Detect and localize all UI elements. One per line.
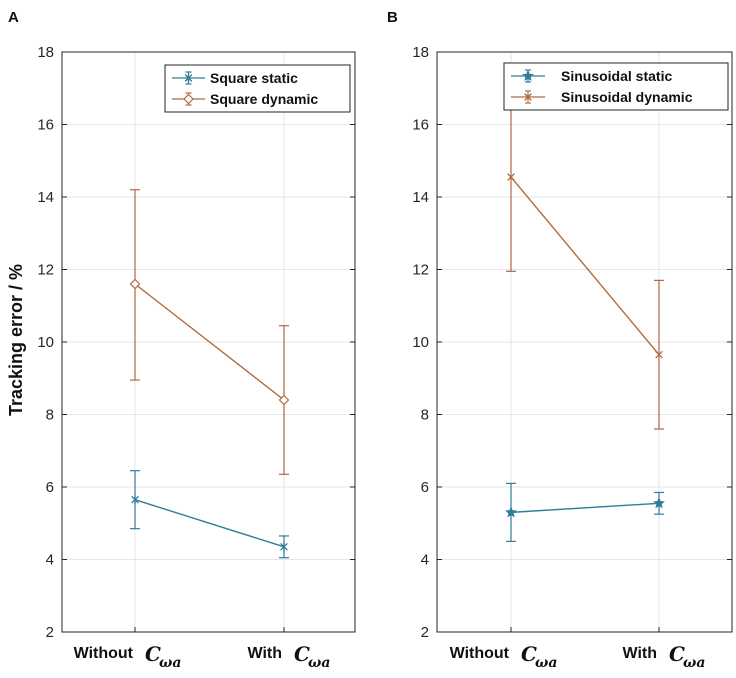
y-tick-label: 8 (46, 407, 54, 424)
panel-b-axes-box (436, 51, 733, 633)
x-tick-symbol-subscript: ωa (683, 655, 705, 671)
y-tick-label: 8 (421, 407, 429, 424)
x-tick-symbol: C (669, 642, 685, 666)
y-tick-label: 16 (412, 117, 429, 134)
legend-marker (183, 93, 194, 105)
panel-a-letter: A (8, 9, 19, 26)
x-tick-symbol: C (294, 642, 310, 666)
legend-marker-shape (522, 69, 534, 82)
y-tick-label: 12 (37, 262, 54, 279)
data-point-shape (505, 506, 517, 518)
x-tick-symbol-subscript: ωa (159, 655, 181, 671)
x-tick-label-with: With (622, 645, 657, 662)
legend-marker-stroke (524, 93, 532, 101)
y-tick-label: 6 (46, 479, 54, 496)
y-tick-label: 4 (46, 552, 54, 569)
panel-a-x-ticks: Without Cωa With Cωa (74, 642, 331, 671)
data-point (507, 173, 515, 181)
panel-b-letter: B (387, 9, 398, 26)
data-point (131, 495, 139, 505)
series-line (134, 283, 285, 401)
y-tick-label: 14 (412, 189, 429, 206)
data-point-stroke (655, 350, 663, 359)
legend-marker (184, 73, 193, 83)
x-tick-symbol: C (521, 642, 537, 666)
panel-a-legend-box (164, 64, 351, 113)
data-point-stroke (131, 495, 139, 504)
data-point-shape (653, 497, 665, 509)
data-point (280, 542, 288, 552)
panel-b-x-ticks: Without Cωa With Cωa (450, 642, 706, 671)
panel-b-legend-box (503, 62, 729, 111)
data-point (278, 394, 290, 406)
series-line (510, 176, 660, 356)
x-tick-label-without: Without (450, 645, 510, 662)
x-tick-label-with: With (247, 645, 282, 662)
y-tick-label: 14 (37, 189, 54, 206)
legend-square-static: Square static (210, 70, 298, 86)
panel-a: A Tracking error / % 2 4 6 8 10 12 14 16 18 With… (6, 9, 356, 671)
legend-marker-stroke (184, 74, 193, 82)
panel-b-y-ticks: 2 4 6 8 10 12 14 16 18 (412, 44, 732, 641)
data-point-stroke (507, 173, 515, 181)
y-tick-label: 18 (37, 44, 54, 61)
series-line (134, 499, 285, 548)
y-tick-label: 2 (421, 624, 429, 641)
panel-a-axes-box (61, 51, 356, 633)
series-square-static (130, 470, 289, 559)
y-tick-label: 10 (37, 334, 54, 351)
x-tick-label-without: Without (74, 645, 134, 662)
data-point (505, 506, 517, 518)
panel-b: B 2 4 6 8 10 12 14 16 18 Without Cωa With Cωa Sinus… (387, 9, 733, 671)
data-point (129, 278, 141, 290)
y-tick-label: 10 (412, 334, 429, 351)
x-tick-symbol: C (145, 642, 161, 666)
series-square-dynamic (129, 189, 290, 475)
legend-marker (524, 93, 532, 101)
panel-b-legend: Sinusoidal static Sinusoidal dynamic (503, 62, 729, 111)
legend-square-dynamic: Square dynamic (210, 91, 318, 107)
series-sinusoidal-static (505, 482, 665, 542)
y-tick-label: 12 (412, 262, 429, 279)
x-tick-symbol-subscript: ωa (535, 655, 557, 671)
y-tick-label: 2 (46, 624, 54, 641)
x-tick-symbol-subscript: ωa (308, 655, 330, 671)
series-line (510, 502, 660, 514)
y-tick-label: 18 (412, 44, 429, 61)
y-tick-label: 6 (421, 479, 429, 496)
y-tick-label: 16 (37, 117, 54, 134)
y-axis-label: Tracking error / % (6, 264, 26, 416)
legend-sinusoidal-dynamic: Sinusoidal dynamic (561, 89, 693, 105)
data-point-stroke (280, 542, 288, 551)
data-point (655, 350, 663, 359)
legend-marker (522, 69, 534, 82)
panel-a-legend: Square static Square dynamic (164, 64, 351, 113)
data-point (653, 497, 665, 509)
panel-a-grid (62, 52, 355, 632)
y-tick-label: 4 (421, 552, 429, 569)
panel-a-series (129, 189, 290, 559)
legend-sinusoidal-static: Sinusoidal static (561, 68, 672, 84)
